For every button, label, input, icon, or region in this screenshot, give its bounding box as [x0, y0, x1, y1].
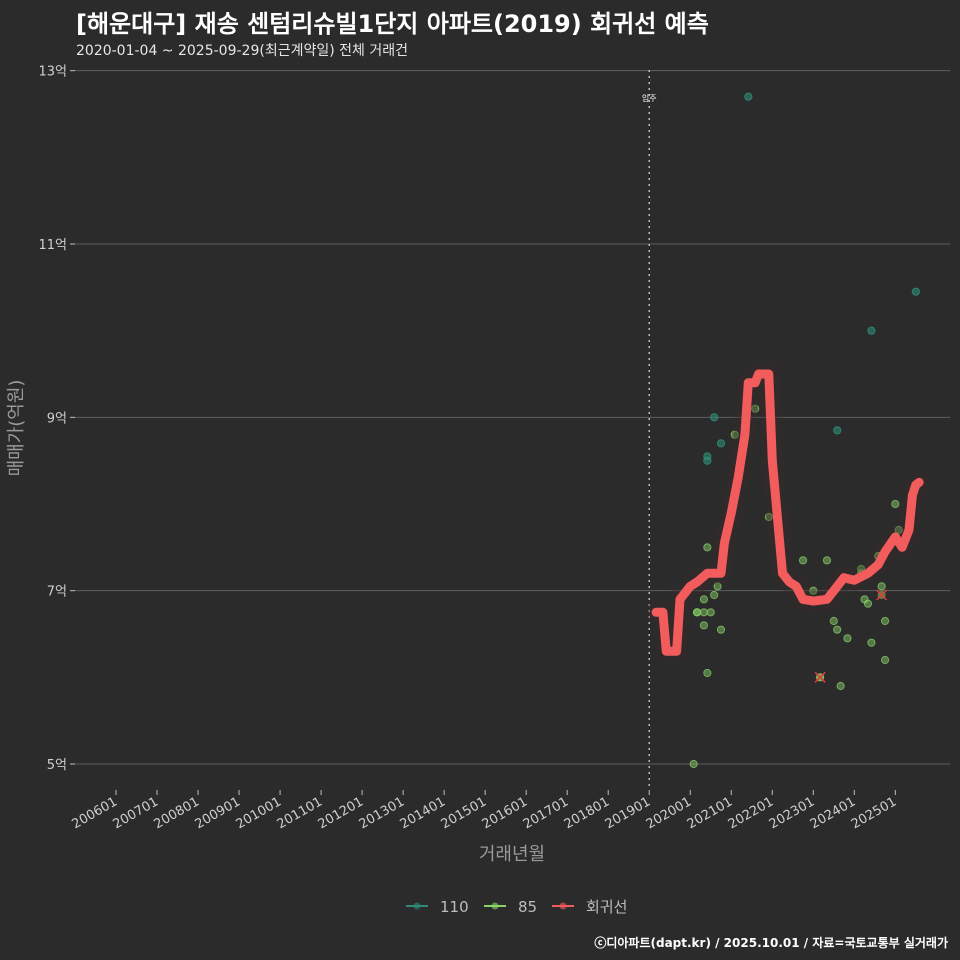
data-point-85 — [703, 543, 712, 552]
legend-label: 110 — [440, 898, 469, 916]
crossed-points — [814, 589, 888, 683]
data-point-85 — [829, 616, 838, 626]
x-tick-label: 200801 — [152, 794, 202, 832]
cross-mark — [876, 589, 888, 601]
x-tick-label: 201101 — [275, 794, 325, 832]
legend-swatch-dot — [491, 902, 499, 910]
data-point-110 — [911, 287, 920, 296]
data-point-85 — [716, 625, 726, 634]
data-point-85 — [880, 616, 890, 626]
x-tick-label: 200901 — [193, 794, 243, 832]
x-tick-label: 201201 — [316, 794, 366, 832]
data-point-110 — [867, 326, 876, 335]
data-point-85 — [710, 590, 719, 600]
data-point-85 — [867, 638, 876, 647]
x-tick-label: 201301 — [357, 794, 407, 832]
chart-subtitle: 2020-01-04 ~ 2025-09-29(최근계약일) 전체 거래건 — [76, 43, 408, 59]
x-tick-label: 202401 — [808, 794, 858, 832]
data-point-85 — [692, 608, 702, 617]
legend-label: 85 — [518, 898, 537, 916]
grid-lines — [75, 70, 950, 765]
data-point-85 — [809, 586, 818, 595]
data-point-110 — [710, 413, 719, 422]
x-tick-label: 202501 — [849, 794, 899, 832]
cross-mark — [814, 671, 826, 683]
y-tick-label: 7억 — [47, 585, 67, 600]
x-tick-label: 200701 — [111, 794, 161, 832]
data-point-85 — [863, 599, 873, 608]
data-point-110 — [744, 92, 753, 101]
data-point-85 — [764, 512, 773, 522]
data-point-85 — [843, 634, 852, 643]
data-point-85 — [713, 582, 722, 591]
data-point-85 — [877, 582, 886, 591]
x-tick-label: 202201 — [726, 794, 776, 832]
data-point-85 — [706, 608, 715, 617]
data-point-85 — [891, 499, 900, 509]
data-point-110 — [716, 439, 726, 448]
legend: 110 85 회귀선 — [406, 898, 627, 916]
data-point-110 — [703, 456, 712, 465]
legend-label: 회귀선 — [586, 898, 627, 916]
x-tick-label: 201601 — [480, 794, 530, 832]
x-tick-label: 201701 — [521, 794, 571, 832]
chart-title: [해운대구] 재송 센텀리슈빌1단지 아파트(2019) 회귀선 예측 — [76, 10, 709, 38]
data-point-110 — [833, 426, 842, 435]
y-axis-title: 매매가(억원) — [6, 380, 27, 477]
data-point-85 — [894, 525, 903, 535]
x-tick-label: 201501 — [439, 794, 489, 832]
data-point-85 — [798, 556, 808, 565]
y-axis: 5억 7억 9억 11억 13억 — [38, 65, 75, 773]
y-tick-label: 11억 — [38, 238, 67, 253]
data-point-85 — [699, 608, 709, 617]
data-point-85 — [880, 655, 890, 665]
x-tick-label: 201901 — [603, 794, 653, 832]
x-tick-label: 202101 — [685, 794, 735, 832]
y-tick-label: 5억 — [47, 758, 67, 773]
data-point-85 — [689, 759, 698, 769]
x-tick-label: 201801 — [562, 794, 612, 832]
x-axis-title: 거래년월 — [479, 844, 545, 865]
x-tick-label: 200601 — [70, 794, 120, 832]
legend-swatch-dot — [559, 902, 567, 910]
data-point-85 — [703, 668, 712, 678]
scatter-points — [689, 92, 920, 769]
data-point-85 — [751, 404, 760, 413]
data-point-85 — [699, 621, 709, 630]
legend-swatch-dot — [413, 902, 421, 910]
x-axis: 2006012007012008012009012010012011012012… — [70, 790, 899, 832]
regression-series-line — [651, 369, 924, 656]
data-point-85 — [699, 595, 709, 604]
x-tick-label: 201401 — [398, 794, 448, 832]
source-caption: ⓒ디아파트(dapt.kr) / 2025.10.01 / 자료=국토교통부 실… — [594, 936, 948, 950]
y-tick-label: 13억 — [38, 65, 67, 80]
x-tick-label: 202301 — [767, 794, 817, 832]
y-tick-label: 9억 — [47, 411, 67, 426]
x-tick-label: 201001 — [234, 794, 284, 832]
data-point-85 — [836, 681, 845, 691]
regression-line — [645, 363, 931, 663]
data-point-85 — [822, 556, 832, 565]
data-point-85 — [833, 625, 842, 634]
data-point-85 — [730, 430, 739, 439]
x-tick-label: 202001 — [644, 794, 694, 832]
move-in-marker: 입주 — [642, 70, 657, 790]
move-in-label: 입주 — [642, 94, 657, 103]
